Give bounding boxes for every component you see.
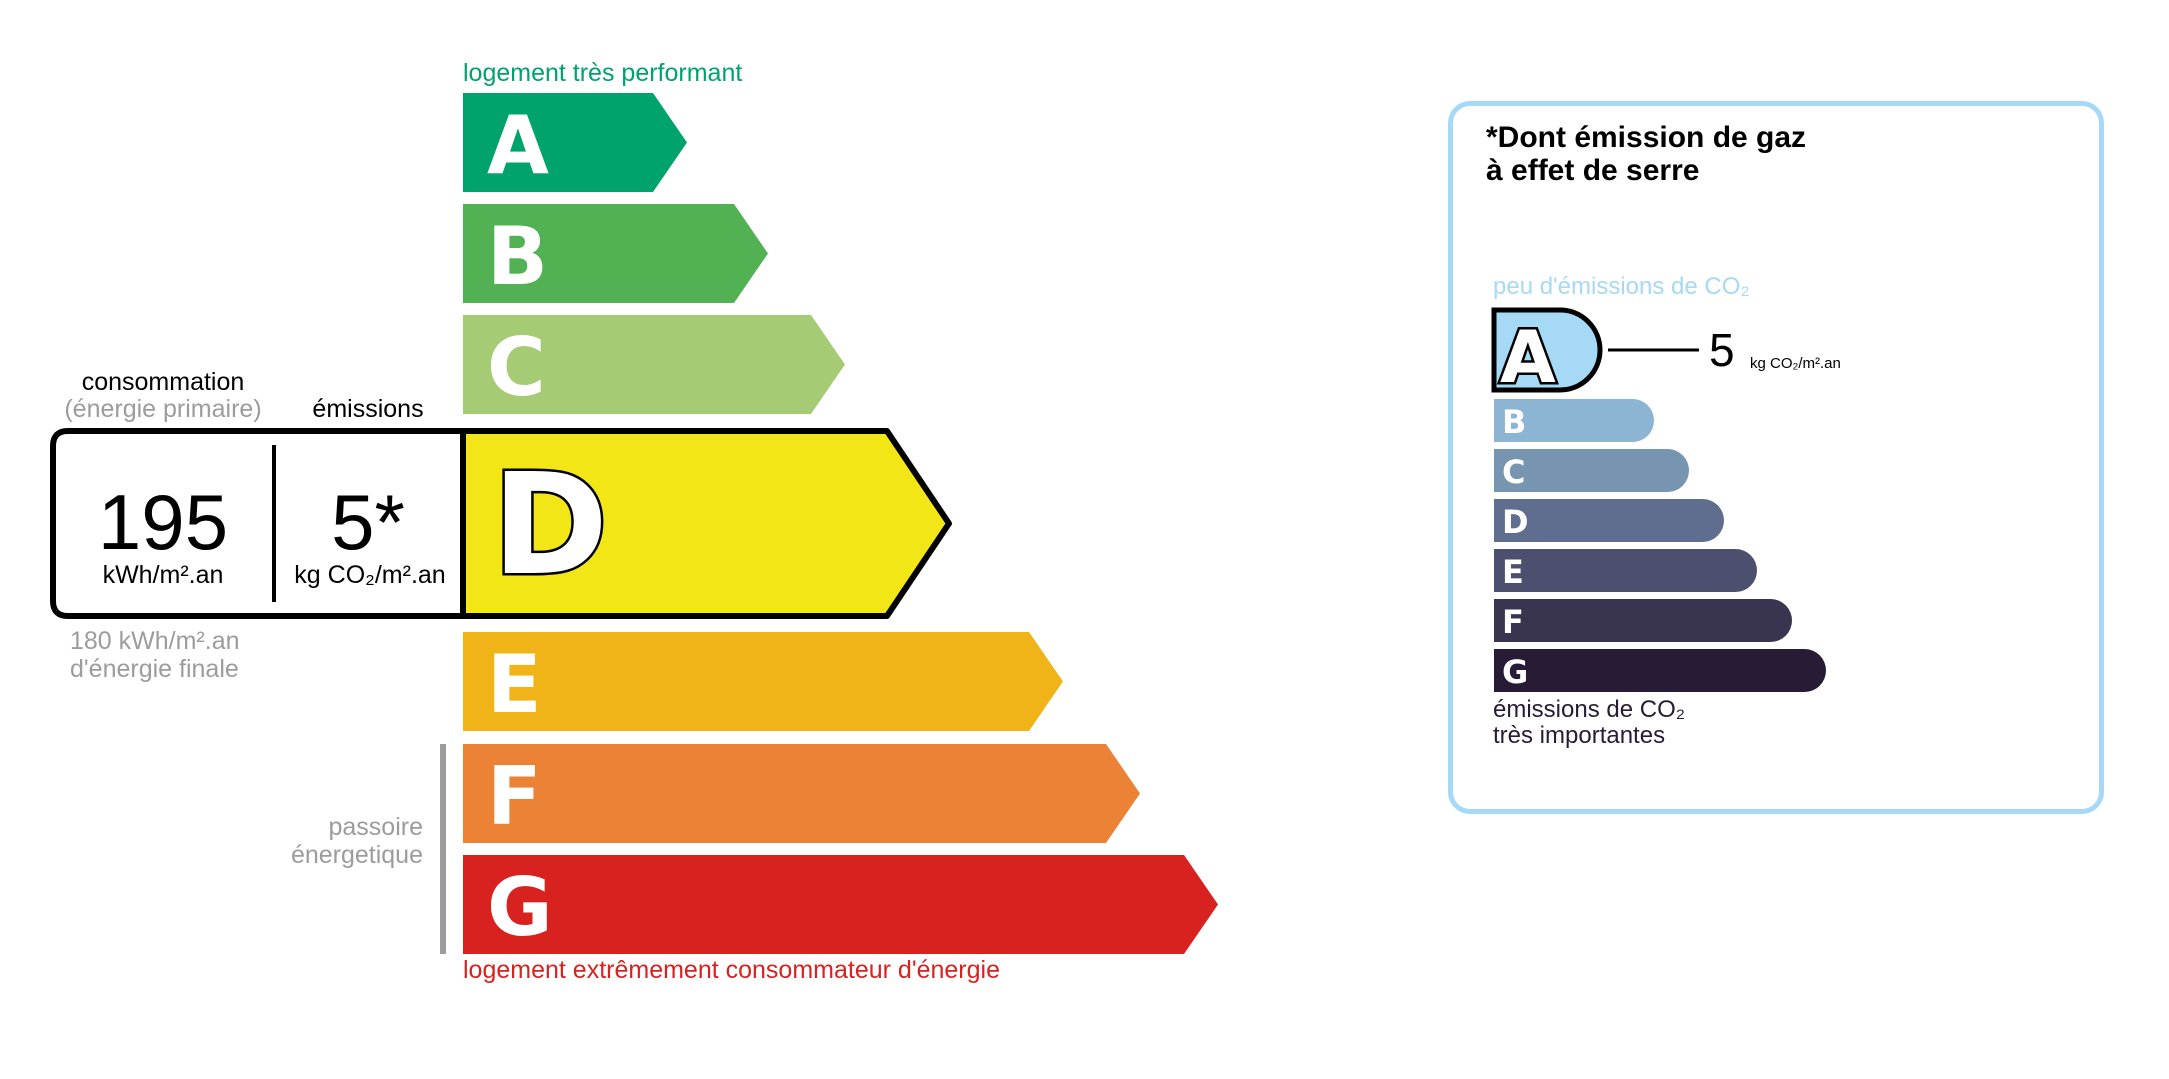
ges-value: 5 [1709,324,1735,376]
ges-class-bar-f [1494,599,1792,642]
ges-class-letter: C [1502,453,1525,491]
ges-title-2: à effet de serre [1486,154,1700,187]
passoire-bracket [440,744,446,954]
energy-class-letter: B [487,210,548,303]
ges-class-bar-c [1494,449,1689,492]
final-energy-label: d'énergie finale [70,655,239,683]
ges-top-label: peu d'émissions de CO₂ [1493,273,1750,300]
energy-class-bar-a [463,93,687,192]
ges-bottom-label-2: très importantes [1493,722,1666,749]
ges-class-bar-g [1494,649,1826,692]
consumption-subheader: (énergie primaire) [64,395,262,423]
ges-class-letter: B [1502,403,1526,441]
ges-class-bar-e [1494,549,1757,592]
energy-bottom-label: logement extrêmement consommateur d'éner… [463,956,1000,984]
energy-class-bar-e [463,632,1063,731]
ges-class-bar-d [1494,499,1724,542]
ges-panel [1448,101,2104,814]
consumption-unit: kWh/m².an [102,561,224,589]
emissions-unit: kg CO₂/m².an [294,561,446,589]
ges-title-1: *Dont émission de gaz [1486,121,1807,154]
passoire-label-2: énergetique [290,841,423,869]
energy-class-letter: C [487,321,546,414]
ges-class-letter: D [1502,503,1529,541]
consumption-header: consommation [81,368,245,396]
energy-class-letter: D [492,444,608,607]
ges-class-bar-a [1491,307,1603,393]
consumption-value: 195 [97,478,229,566]
energy-class-bar-f [463,744,1140,843]
energy-class-bar-b [463,204,768,303]
final-energy-value: 180 kWh/m².an [70,627,240,655]
ges-class-letter: F [1502,603,1524,641]
energy-class-letter: A [487,99,549,192]
energy-class-bar-c [463,315,845,414]
energy-top-label: logement très performant [463,59,743,87]
ges-class-letter: G [1502,653,1528,691]
ges-class-bar-b [1494,399,1654,442]
energy-class-letter: E [487,638,542,731]
ges-class-letter: E [1502,553,1524,591]
emissions-header: émissions [312,395,424,423]
emissions-value: 5* [331,478,405,566]
energy-class-letter: F [487,750,542,843]
ges-class-letter: A [1500,315,1556,399]
energy-class-bar-g [463,855,1218,954]
ges-unit: kg CO₂/m².an [1750,355,1841,372]
ges-bottom-label-1: émissions de CO₂ [1493,696,1686,723]
energy-value-box [50,428,466,619]
energy-class-letter: G [487,861,553,954]
passoire-label-1: passoire [328,813,424,841]
